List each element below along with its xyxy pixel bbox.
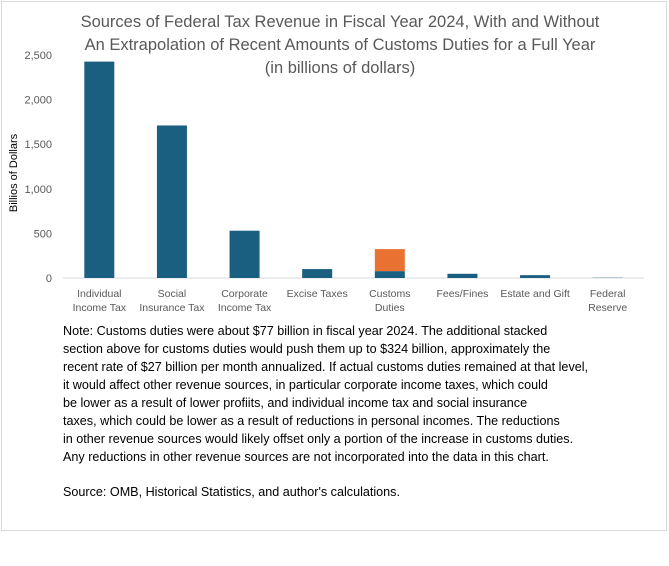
bar-fy2024 [84, 61, 115, 278]
note-line: be lower as a result of lower profiits, … [63, 396, 528, 410]
bar-fy2024 [520, 275, 551, 278]
x-tick-label: Estate and Gift [500, 288, 570, 300]
bar-fy2024 [302, 269, 333, 278]
note-line: Any reductions in other revenue sources … [63, 450, 549, 464]
x-tick-label: Income Tax [73, 302, 127, 314]
x-tick-label: Reserve [588, 302, 627, 314]
bar-fy2024 [156, 125, 187, 278]
x-tick-label: Duties [375, 302, 405, 314]
note-line: taxes, which could be lower as a result … [63, 414, 560, 428]
y-tick-label: 500 [34, 228, 52, 240]
bar-fy2024 [447, 273, 478, 278]
note-line: it would affect other revenue sources, i… [63, 378, 548, 392]
x-tick-label: Customs [369, 288, 410, 300]
x-tick-label: Insurance Tax [139, 302, 205, 314]
bar-chart: Billios of Dollars 0 500 1,000 1,500 2,000 2,… [8, 50, 644, 314]
bar-additional-customs [374, 249, 405, 272]
chart-title-line-2: An Extrapolation of Recent Amounts of Cu… [84, 36, 596, 54]
x-tick-label: Excise Taxes [287, 288, 348, 300]
note-line: in other revenue sources would likely of… [63, 432, 574, 446]
y-axis-label: Billios of Dollars [8, 133, 20, 212]
note-line: Note: Customs duties were about $77 bill… [63, 324, 548, 338]
y-tick-label: 1,500 [24, 139, 52, 151]
x-tick-label: Income Tax [218, 302, 272, 314]
y-tick-label: 2,500 [24, 50, 52, 62]
source-note: Source: OMB, Historical Statistics, and … [63, 485, 400, 499]
chart-title-line-1: Sources of Federal Tax Revenue in Fiscal… [80, 13, 600, 31]
note-line: section above for customs duties would p… [63, 342, 551, 356]
x-tick-label: Individual [77, 288, 121, 300]
y-tick-label: 1,000 [24, 184, 52, 196]
bar-fy2024 [229, 230, 260, 278]
y-tick-label: 0 [46, 273, 52, 285]
x-tick-label: Corporate [221, 288, 268, 300]
x-tick-label: Social [158, 288, 187, 300]
x-tick-label: Federal [590, 288, 626, 300]
bar-fy2024 [374, 271, 405, 278]
note-block: Note: Customs duties were about $77 bill… [63, 322, 663, 466]
x-tick-label: Fees/Fines [436, 288, 488, 300]
chart-title-line-3: (in billions of dollars) [264, 59, 416, 77]
y-tick-label: 2,000 [24, 95, 52, 107]
note-line: recent rate of $27 billion per month ann… [63, 360, 589, 374]
